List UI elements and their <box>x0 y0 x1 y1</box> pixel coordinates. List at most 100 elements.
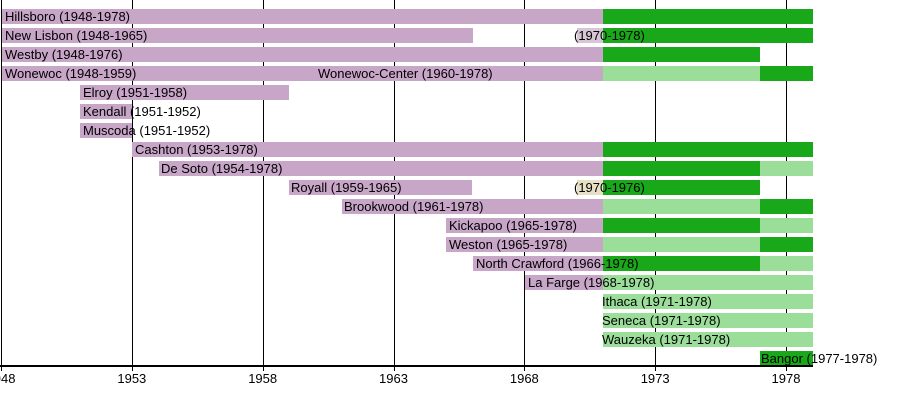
bar-segment-cashton-1953 <box>132 142 604 157</box>
bar-segment-seneca-1971 <box>603 313 813 328</box>
timeline-row-new-lisbon: New Lisbon (1948-1965) (1970-1978) <box>0 28 900 43</box>
timeline-row-muscoda: Muscoda (1951-1952) <box>0 123 900 138</box>
axis-tick-label-1958: 1958 <box>248 371 278 386</box>
bar-segment-north-crawford-1971 <box>603 256 761 271</box>
timeline-row-kickapoo: Kickapoo (1965-1978) <box>0 218 900 233</box>
bar-segment-brookwood-1961 <box>341 199 604 214</box>
bar-label-brookwood: Brookwood (1961-1978) <box>344 199 484 214</box>
bar-segment-wauzeka-1971 <box>603 332 813 347</box>
gridline-1968 <box>524 0 526 365</box>
bar-segment-westby-1971 <box>603 47 761 62</box>
bar-label-de-soto: De Soto (1954-1978) <box>161 161 283 176</box>
bar-segment-hillsboro-1948 <box>1 9 604 24</box>
axis-tick-label-1973: 1973 <box>640 371 670 386</box>
bar-label-ithaca: Ithaca (1971-1978) <box>602 294 712 309</box>
bar-segment-wonewoc-1977 <box>760 66 813 81</box>
axis-tick-label-1968: 1968 <box>509 371 539 386</box>
bar-segment-kickapoo-1965 <box>446 218 604 233</box>
bar-label-westby: Westby (1948-1976) <box>5 47 123 62</box>
timeline-row-north-crawford: North Crawford (1966-1978) <box>0 256 900 271</box>
bar-segment-ithaca-1971 <box>603 294 813 309</box>
bar-segment-royall-1970 <box>577 180 604 195</box>
bar-label-royall: Royall (1959-1965) <box>291 180 402 195</box>
bar-segment-de-soto-1977 <box>760 161 813 176</box>
bar-label-cashton: Cashton (1953-1978) <box>135 142 258 157</box>
bar-label-weston: Weston (1965-1978) <box>449 237 568 252</box>
bar-label-kickapoo: Kickapoo (1965-1978) <box>449 218 577 233</box>
bar-label-kendall: Kendall (1951-1952) <box>83 104 201 119</box>
bar-label-seneca: Seneca (1971-1978) <box>602 313 721 328</box>
timeline-row-brookwood: Brookwood (1961-1978) <box>0 199 900 214</box>
bar-label-bangor: Bangor (1977-1978) <box>761 351 878 366</box>
bar-segment-north-crawford-1966 <box>472 256 604 271</box>
axis-tick-label-1948: 1948 <box>0 371 16 386</box>
gridline-1958 <box>262 0 264 365</box>
axis-tick-label-1978: 1978 <box>771 371 801 386</box>
bar-segment-new-lisbon-1948 <box>1 28 473 43</box>
bar-segment-royall-1971 <box>603 180 761 195</box>
timeline-row-wonewoc: Wonewoc (1948-1959) Wonewoc-Center (1960-… <box>0 66 900 81</box>
bar-label-new-lisbon: New Lisbon (1948-1965) <box>5 28 148 43</box>
bar-label-north-crawford: North Crawford (1966-1978) <box>476 256 639 271</box>
bar-segment-weston-1971 <box>603 237 761 252</box>
axis-tick-1953 <box>131 367 133 371</box>
bar-label-wauzeka: Wauzeka (1971-1978) <box>602 332 731 347</box>
timeline-row-hillsboro: Hillsboro (1948-1978) <box>0 9 900 24</box>
timeline-row-bangor: Bangor (1977-1978) <box>0 351 900 366</box>
gridline-1978 <box>786 0 787 365</box>
bar-segment-kickapoo-1971 <box>603 218 761 233</box>
axis-tick-1963 <box>393 367 395 371</box>
bar-segment-la-farge-1971 <box>603 275 813 290</box>
timeline-row-elroy: Elroy (1951-1958) <box>0 85 900 100</box>
bar-segment-bangor-1977 <box>760 351 813 366</box>
axis-tick-label-1953: 1953 <box>117 371 147 386</box>
bar-segment-new-lisbon-1970 <box>577 28 604 43</box>
bar-segment-cashton-1971 <box>603 142 813 157</box>
bar-segment-new-lisbon-1971 <box>603 28 813 43</box>
timeline-row-weston: Weston (1965-1978) <box>0 237 900 252</box>
bar-segment-weston-1977 <box>760 237 813 252</box>
timeline-row-kendall: Kendall (1951-1952) <box>0 104 900 119</box>
bar-segment-de-soto-1971 <box>603 161 761 176</box>
x-axis-line <box>0 365 813 367</box>
bar-segment-hillsboro-1971 <box>603 9 813 24</box>
timeline-row-wauzeka: Wauzeka (1971-1978) <box>0 332 900 347</box>
bar-label-la-farge: La Farge (1968-1978) <box>528 275 655 290</box>
timeline-row-de-soto: De Soto (1954-1978) <box>0 161 900 176</box>
bar-segment-muscoda-1951 <box>80 123 133 138</box>
bar-segment-westby-1948 <box>1 47 604 62</box>
timeline-row-la-farge: La Farge (1968-1978) <box>0 275 900 290</box>
bar-label-muscoda: Muscoda (1951-1952) <box>83 123 211 138</box>
bar-segment-kickapoo-1977 <box>760 218 813 233</box>
bar-segment-north-crawford-1977 <box>760 256 813 271</box>
axis-tick-1958 <box>262 367 264 371</box>
axis-tick-1968 <box>524 367 526 371</box>
bar-label-wonewoc: Wonewoc (1948-1959) <box>5 66 137 81</box>
bar-label-hillsboro: Hillsboro (1948-1978) <box>5 9 131 24</box>
timeline-row-royall: Royall (1959-1965) (1970-1976) <box>0 180 900 195</box>
bar-segment-royall-1959 <box>289 180 473 195</box>
bar-segment-weston-1965 <box>446 237 604 252</box>
gridline-1948 <box>1 0 2 365</box>
timeline-row-cashton: Cashton (1953-1978) <box>0 142 900 157</box>
bar-label-elroy: Elroy (1951-1958) <box>83 85 188 100</box>
axis-tick-1973 <box>655 367 657 371</box>
bar-segment-brookwood-1977 <box>760 199 813 214</box>
axis-tick-1978 <box>786 367 787 371</box>
bar-segment-la-farge-1968 <box>524 275 604 290</box>
bar-segment-brookwood-1971 <box>603 199 761 214</box>
bar-segment-elroy-1951 <box>80 85 290 100</box>
timeline-row-westby: Westby (1948-1976) <box>0 47 900 62</box>
gridline-1953 <box>131 0 133 365</box>
axis-tick-1948 <box>1 367 2 371</box>
bar-label-royall-2: (1970-1976) <box>574 180 645 195</box>
axis-tick-label-1963: 1963 <box>379 371 408 386</box>
bar-segment-de-soto-1954 <box>158 161 604 176</box>
bar-segment-kendall-1951 <box>80 104 133 119</box>
timeline-row-seneca: Seneca (1971-1978) <box>0 313 900 328</box>
bar-label-new-lisbon-2: (1970-1978) <box>574 28 645 43</box>
bar-segment-wonewoc-1971 <box>603 66 761 81</box>
bar-label-wonewoc-2: Wonewoc-Center (1960-1978) <box>318 66 493 81</box>
bar-segment-wonewoc-1948 <box>1 66 604 81</box>
